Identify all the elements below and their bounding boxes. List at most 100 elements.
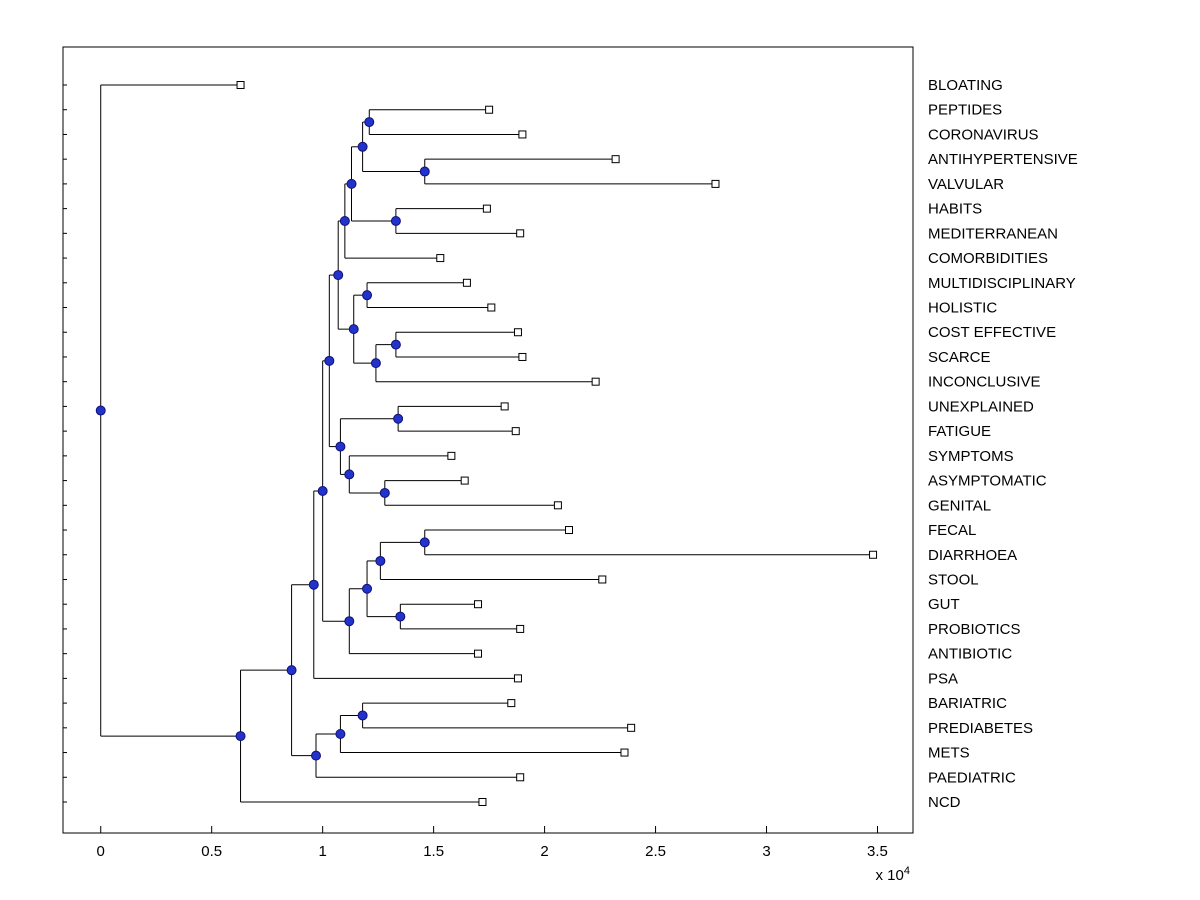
leaf-marker (516, 229, 525, 238)
internal-node-marker (317, 486, 328, 497)
leaf-label: PAEDIATRIC (928, 769, 1016, 786)
leaf-label: ANTIHYPERTENSIVE (928, 151, 1078, 168)
internal-node-marker (339, 215, 350, 226)
leaf-marker (513, 328, 522, 337)
leaf-marker (516, 624, 525, 633)
leaf-marker (565, 526, 574, 535)
internal-node-marker (362, 583, 373, 594)
leaf-marker (553, 501, 562, 510)
internal-node-marker (311, 750, 322, 761)
leaf-label: INCONCLUSIVE (928, 374, 1041, 391)
leaf-marker (436, 254, 445, 263)
leaf-label: GENITAL (928, 497, 991, 514)
leaf-marker (518, 130, 527, 139)
internal-node-marker (390, 339, 401, 350)
leaf-label: METS (928, 745, 970, 762)
internal-node-marker (335, 729, 346, 740)
leaf-marker (462, 278, 471, 287)
leaf-label: GUT (928, 596, 960, 613)
leaf-label: MEDITERRANEAN (928, 225, 1058, 242)
leaf-marker (478, 798, 487, 806)
x-tick-label: 1 (318, 843, 326, 860)
leaf-label: PREDIABETES (928, 720, 1033, 737)
leaf-label: VALVULAR (928, 176, 1004, 193)
leaf-label: HABITS (928, 201, 982, 218)
leaf-marker (513, 674, 522, 683)
leaf-marker (869, 550, 878, 559)
leaf-marker (591, 377, 600, 386)
internal-node-marker (286, 665, 297, 676)
leaf-label: DIARRHOEA (928, 547, 1017, 564)
internal-node-marker (324, 355, 335, 366)
leaf-label: FECAL (928, 522, 976, 539)
x-tick-label: 2 (540, 843, 548, 860)
leaf-label: BARIATRIC (928, 695, 1007, 712)
internal-node-marker (364, 117, 375, 128)
leaf-marker (511, 427, 520, 436)
leaf-marker (485, 105, 494, 114)
internal-node-marker (357, 141, 368, 152)
x-tick-label: 1.5 (423, 843, 444, 860)
leaf-label: STOOL (928, 571, 979, 588)
internal-node-marker (419, 166, 430, 177)
leaf-label: SYMPTOMS (928, 448, 1014, 465)
internal-node-marker (393, 413, 404, 424)
leaf-label: CORONAVIRUS (928, 126, 1039, 143)
x-tick-label: 3 (762, 843, 770, 860)
internal-node-marker (346, 178, 357, 189)
internal-node-marker (95, 405, 106, 416)
leaf-marker (516, 773, 525, 782)
leaf-label: COST EFFECTIVE (928, 324, 1056, 341)
leaf-label: MULTIDISCIPLINARY (928, 275, 1076, 292)
x-tick-label: 2.5 (645, 843, 666, 860)
leaf-label: PROBIOTICS (928, 621, 1021, 638)
leaf-marker (482, 204, 491, 213)
leaf-marker (611, 155, 620, 164)
plot-box (62, 46, 914, 834)
internal-node-marker (335, 441, 346, 452)
leaf-marker (620, 748, 629, 757)
internal-node-marker (348, 324, 359, 335)
leaf-marker (460, 476, 469, 485)
leaf-label: UNEXPLAINED (928, 398, 1034, 415)
leaf-label: FATIGUE (928, 423, 991, 440)
x-tick-label: 3.5 (867, 843, 888, 860)
x-tick-label: 0 (97, 843, 105, 860)
leaf-marker (236, 81, 245, 89)
leaf-label: HOLISTIC (928, 300, 997, 317)
leaf-marker (474, 649, 483, 658)
leaf-marker (507, 699, 516, 708)
internal-node-marker (390, 215, 401, 226)
leaf-label: PEPTIDES (928, 102, 1002, 119)
internal-node-marker (308, 579, 319, 590)
internal-node-marker (333, 270, 344, 281)
internal-node-marker (357, 710, 368, 721)
leaf-label: NCD (928, 794, 961, 811)
leaf-label: BLOATING (928, 77, 1003, 94)
internal-node-marker (395, 611, 406, 622)
internal-node-marker (344, 469, 355, 480)
leaf-marker (711, 179, 720, 188)
internal-node-marker (344, 616, 355, 627)
x-axis-multiplier-label: x 104 (876, 865, 910, 884)
leaf-marker (518, 352, 527, 361)
leaf-marker (627, 723, 636, 732)
leaf-label: ANTIBIOTIC (928, 646, 1012, 663)
leaf-label: PSA (928, 670, 958, 687)
leaf-marker (447, 451, 456, 460)
internal-node-marker (235, 731, 246, 742)
x-tick-label: 0.5 (201, 843, 222, 860)
internal-node-marker (370, 358, 381, 369)
internal-node-marker (362, 290, 373, 301)
leaf-label: COMORBIDITIES (928, 250, 1048, 267)
leaf-marker (474, 600, 483, 609)
leaf-marker (487, 303, 496, 312)
leaf-marker (500, 402, 509, 411)
internal-node-marker (379, 487, 390, 498)
leaf-label: SCARCE (928, 349, 991, 366)
internal-node-marker (419, 537, 430, 548)
leaf-marker (598, 575, 607, 584)
internal-node-marker (375, 555, 386, 566)
